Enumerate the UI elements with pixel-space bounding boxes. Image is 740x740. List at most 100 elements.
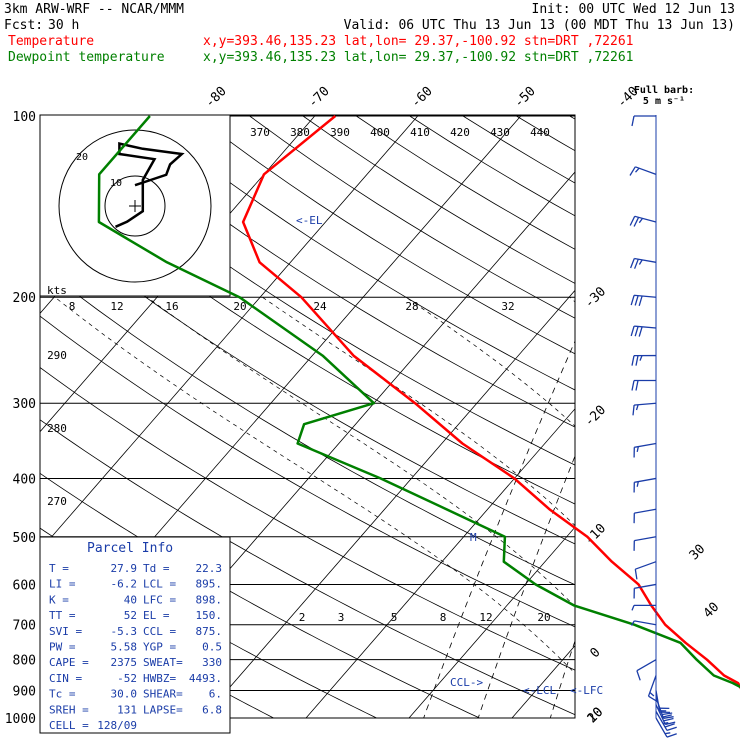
wind-barb-flag [629,216,636,226]
theta-label: 290 [47,349,67,362]
dry-adiabat-line [40,315,575,628]
parcel-info-value: 150. [196,609,223,622]
wind-barb [655,711,677,732]
pressure-tick-label: 400 [13,472,36,487]
parcel-info-value: 6.8 [202,703,222,716]
parcel-info-key: PW = [49,641,76,654]
hodograph-trace [114,142,185,228]
wind-barb-flag [649,691,655,697]
parcel-info-title: Parcel Info [87,541,173,556]
wind-barb-flag [630,620,635,626]
parcel-info-key: T = [49,562,69,575]
hodograph-ring-label-20: 20 [76,152,88,163]
wind-barb [655,690,671,714]
parcel-info-value: -6.2 [111,578,138,591]
pressure-tick-label: 700 [13,619,36,634]
mixing-ratio-label: 12 [110,300,123,313]
wind-barb-flag [636,670,641,681]
parcel-info-key: SHEAR= [143,688,183,701]
wind-barb [647,675,658,703]
wind-barb [633,477,657,493]
wind-barbs [629,115,677,738]
parcel-info-key: LAPSE= [143,703,183,716]
wind-barb [655,717,677,738]
wind-barb-flag [635,380,639,391]
parcel-info-key: YGP = [143,641,176,654]
model-title: 3km ARW-WRF -- NCAR/MMM [4,2,184,17]
parcel-info-value: 40 [124,593,137,606]
hodograph-ring-label-10: 10 [110,178,122,189]
wind-barb-flag [666,726,677,732]
pressure-tick-label: 800 [13,654,36,669]
mixing-ratio-label: 20 [537,611,550,624]
theta-e-label: 400 [370,126,390,139]
isotherm-line [202,289,575,718]
wind-barb-flag [629,166,636,176]
wind-barb [630,325,657,337]
mixing-ratio-label: 8 [440,611,447,624]
wind-barb-flag [631,355,635,366]
mixing-ratio-label: 3 [338,611,345,624]
mixing-ratio-line [423,340,575,718]
wind-barb-shaft [634,508,657,514]
parcel-info-key: Td = [143,562,170,575]
wind-barb-flag [634,569,638,580]
parcel-info-key: K = [49,593,69,606]
parcel-info-value: 875. [196,625,223,638]
wind-barb [631,379,657,391]
plot-frame [39,114,576,719]
wind-barb-shaft [634,536,657,542]
parcel-info-value: 128/09 [97,719,137,732]
wind-barb [636,659,657,681]
pressure-tick-label: 900 [13,684,36,699]
parcel-info-value: 131 [117,703,137,716]
wind-barb-flag [663,716,674,719]
wind-barb-flag [636,446,639,453]
background-lines [40,115,575,718]
wind-barb-flag [662,722,669,725]
wind-barb-flag [662,712,673,716]
wind-barb-flag [636,481,639,487]
barb-key-line1: Full barb: [634,85,694,96]
wind-barb [631,354,657,366]
dry-adiabat-line [40,166,575,505]
pressure-tick-label: 600 [13,578,36,593]
dry-adiabat-line [40,215,575,545]
parcel-info-value: 6. [209,688,222,701]
wind-barb [629,215,657,227]
parcel-info-value: 27.9 [111,562,138,575]
ccl-marker: CCL-> [450,676,483,689]
parcel-info-key: CAPE = [49,656,89,669]
parcel-info-key: CELL = [49,719,89,732]
parcel-info-key: LFC = [143,593,176,606]
wind-barb-flag [630,325,635,337]
parcel-info-key: SWEAT= [143,656,183,669]
mixing-ratio-label: 12 [479,611,492,624]
wind-barb-flag [629,258,635,269]
dry-adiabat-line [40,265,575,586]
wind-barb-shaft [634,620,657,626]
wind-barb-flag [634,295,639,306]
wind-barb-shaft [635,561,657,570]
wind-barb [629,166,657,176]
pressure-tick-label: 200 [13,291,36,306]
parcel-info-key: SREH = [49,703,89,716]
wind-barb [631,115,656,127]
parcel-info-box: Parcel Info T = 27.9 Td = 22.3 LI = -6.2 LCL =… [39,536,231,734]
wind-barb-flag [664,732,671,735]
dry-adiabat-line [89,115,575,428]
hodograph: 10 20 kts [39,114,231,297]
forecast-label: Fcst: [4,18,43,33]
mixing-ratio-label: 20 [233,300,246,313]
wind-barb-flag [633,258,639,269]
parcel-info-key: CCL = [143,625,176,638]
wind-barb-flag [639,355,643,361]
parcel-info-value: -52 [117,672,137,685]
wind-barb [633,583,657,599]
theta-label: 270 [47,495,67,508]
parcel-info-value: 5.58 [111,641,138,654]
dry-adiabat-line [40,419,575,716]
wind-barb-flag [633,217,640,227]
pressure-tick-label: 100 [13,110,36,125]
